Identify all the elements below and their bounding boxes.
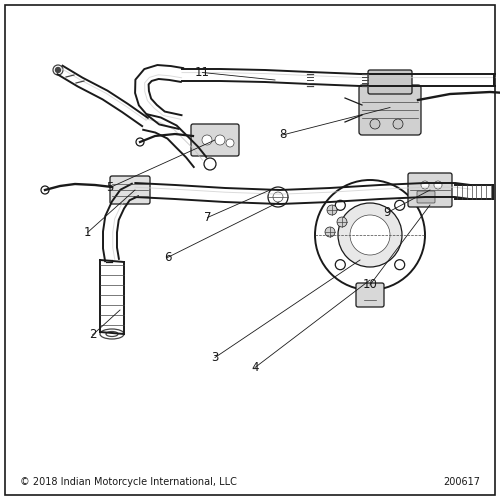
- Ellipse shape: [56, 68, 60, 72]
- Circle shape: [315, 180, 425, 290]
- Circle shape: [421, 181, 429, 189]
- Circle shape: [336, 260, 345, 270]
- Circle shape: [226, 139, 234, 147]
- Circle shape: [394, 260, 404, 270]
- Circle shape: [327, 205, 337, 215]
- FancyBboxPatch shape: [356, 283, 384, 307]
- Text: 200617: 200617: [443, 477, 480, 487]
- Circle shape: [215, 135, 225, 145]
- Circle shape: [393, 119, 403, 129]
- Circle shape: [337, 217, 347, 227]
- FancyBboxPatch shape: [359, 85, 421, 135]
- Text: 7: 7: [204, 211, 211, 224]
- Text: 2: 2: [89, 328, 96, 342]
- FancyBboxPatch shape: [417, 191, 435, 203]
- Circle shape: [336, 200, 345, 210]
- Text: 8: 8: [279, 128, 286, 141]
- Circle shape: [136, 138, 144, 146]
- Circle shape: [434, 181, 442, 189]
- Circle shape: [204, 158, 216, 170]
- Text: 6: 6: [164, 251, 171, 264]
- Circle shape: [394, 200, 404, 210]
- Circle shape: [41, 186, 49, 194]
- Text: 4: 4: [252, 361, 259, 374]
- Text: 1: 1: [84, 226, 91, 239]
- FancyBboxPatch shape: [408, 173, 452, 207]
- Circle shape: [202, 135, 212, 145]
- Text: © 2018 Indian Motorcycle International, LLC: © 2018 Indian Motorcycle International, …: [20, 477, 237, 487]
- Circle shape: [370, 119, 380, 129]
- Circle shape: [338, 203, 402, 267]
- FancyBboxPatch shape: [368, 70, 412, 94]
- Circle shape: [350, 215, 390, 255]
- FancyBboxPatch shape: [191, 124, 239, 156]
- FancyBboxPatch shape: [110, 176, 150, 204]
- Text: 11: 11: [195, 66, 210, 79]
- Text: 3: 3: [212, 351, 218, 364]
- Circle shape: [268, 187, 288, 207]
- Text: 5: 5: [106, 181, 114, 194]
- Circle shape: [325, 227, 335, 237]
- Text: 10: 10: [362, 278, 378, 291]
- Text: 9: 9: [384, 206, 391, 219]
- Circle shape: [273, 192, 283, 202]
